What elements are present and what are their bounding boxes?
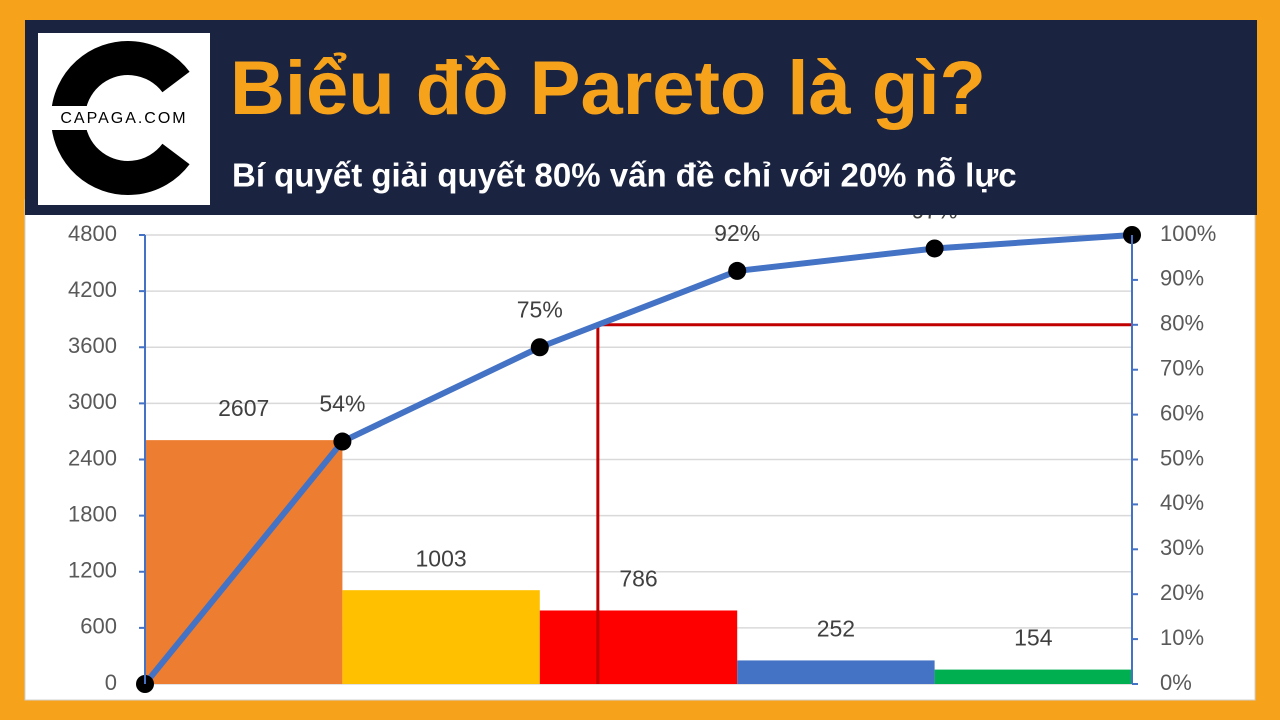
title: Biểu đồ Pareto là gì?	[230, 46, 986, 131]
bar	[539, 610, 738, 684]
y2-tick-label: 50%	[1160, 445, 1204, 470]
y2-tick-label: 10%	[1160, 625, 1204, 650]
cumulative-line	[142, 232, 1133, 686]
plot: 0 600 1200 1800 2400 3000 3600 4200 4800 0% 10% 20%…	[68, 198, 1216, 695]
cumulative-label: 92%	[714, 220, 760, 246]
y2-tick-label: 80%	[1160, 311, 1204, 336]
y-tick-label: 1800	[68, 501, 117, 526]
cumulative-point	[925, 239, 944, 258]
bar-label: 2607	[218, 395, 269, 421]
cumulative-point	[530, 338, 549, 357]
y2-tick-label: 70%	[1160, 356, 1204, 381]
y2-tick-label: 0%	[1160, 670, 1192, 695]
bar-label: 786	[619, 566, 657, 592]
y-tick-label: 4800	[68, 221, 117, 246]
y2-tick-label: 90%	[1160, 266, 1204, 291]
logo-text: CAPAGA.COM	[60, 110, 187, 127]
cumulative-point	[333, 432, 352, 451]
bar	[737, 660, 935, 684]
y2-tick-label: 20%	[1160, 580, 1204, 605]
y2-tick-label: 100%	[1160, 221, 1216, 246]
cumulative-label: 75%	[517, 296, 563, 322]
cumulative-label: 54%	[319, 391, 365, 417]
logo-band	[46, 106, 202, 130]
y2-tick-label: 60%	[1160, 400, 1204, 425]
y-tick-label: 3600	[68, 333, 117, 358]
bar	[342, 590, 540, 684]
y2-tick-label: 30%	[1160, 535, 1204, 560]
subtitle: Bí quyết giải quyết 80% vấn đề chỉ với 2…	[232, 157, 1017, 194]
bar-label: 1003	[416, 545, 467, 571]
banner	[25, 20, 1257, 215]
y-tick-label: 600	[80, 614, 117, 639]
cumulative-point	[728, 261, 747, 280]
y-tick-label: 4200	[68, 277, 117, 302]
y-tick-label: 0	[105, 670, 117, 695]
y-tick-label: 3000	[68, 389, 117, 414]
bar	[934, 669, 1132, 684]
bar-label: 252	[817, 616, 855, 642]
y2-tick-label: 40%	[1160, 490, 1204, 515]
bar-label: 154	[1014, 625, 1053, 651]
y-tick-label: 1200	[68, 558, 117, 583]
y-tick-label: 2400	[68, 445, 117, 470]
